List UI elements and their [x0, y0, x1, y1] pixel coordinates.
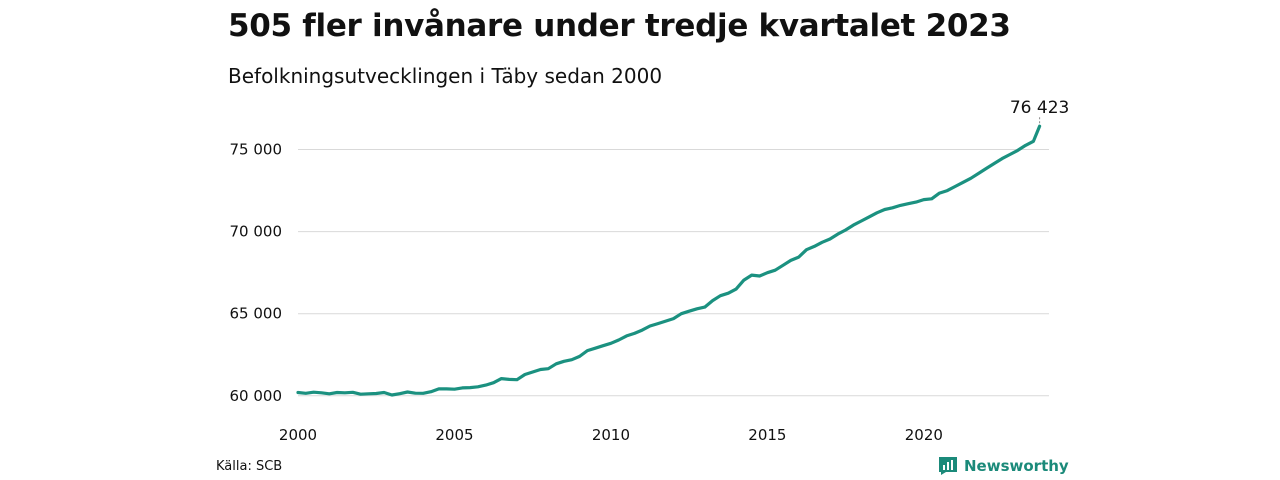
chart-subtitle: Befolkningsutvecklingen i Täby sedan 200…: [228, 64, 663, 88]
brand-name: Newsworthy: [964, 457, 1069, 475]
chart-title: 505 fler invånare under tredje kvartalet…: [228, 8, 1011, 44]
annotation-layer: 76 423: [1010, 98, 1069, 124]
x-tick-label: 2020: [905, 426, 943, 444]
source-note: Källa: SCB: [216, 459, 283, 474]
gridlines: [298, 149, 1049, 397]
x-tick-label: 2015: [748, 426, 786, 444]
x-tick-label: 2000: [279, 426, 317, 444]
y-tick-label: 70 000: [230, 223, 283, 241]
end-value-label: 76 423: [1010, 98, 1069, 118]
y-tick-label: 75 000: [230, 141, 283, 159]
y-axis: 60 000 65 000 70 000 75 000: [230, 141, 283, 405]
y-tick-label: 65 000: [230, 305, 283, 323]
x-tick-label: 2010: [592, 426, 630, 444]
x-tick-label: 2005: [435, 426, 473, 444]
x-axis: 2000 2005 2010 2015 2020: [279, 426, 943, 444]
series-layer: [296, 124, 1042, 397]
chart-logo-icon: [939, 457, 957, 475]
y-tick-label: 60 000: [230, 387, 283, 405]
series-line: [296, 124, 1042, 397]
brand-logo[interactable]: Newsworthy: [938, 456, 1069, 476]
